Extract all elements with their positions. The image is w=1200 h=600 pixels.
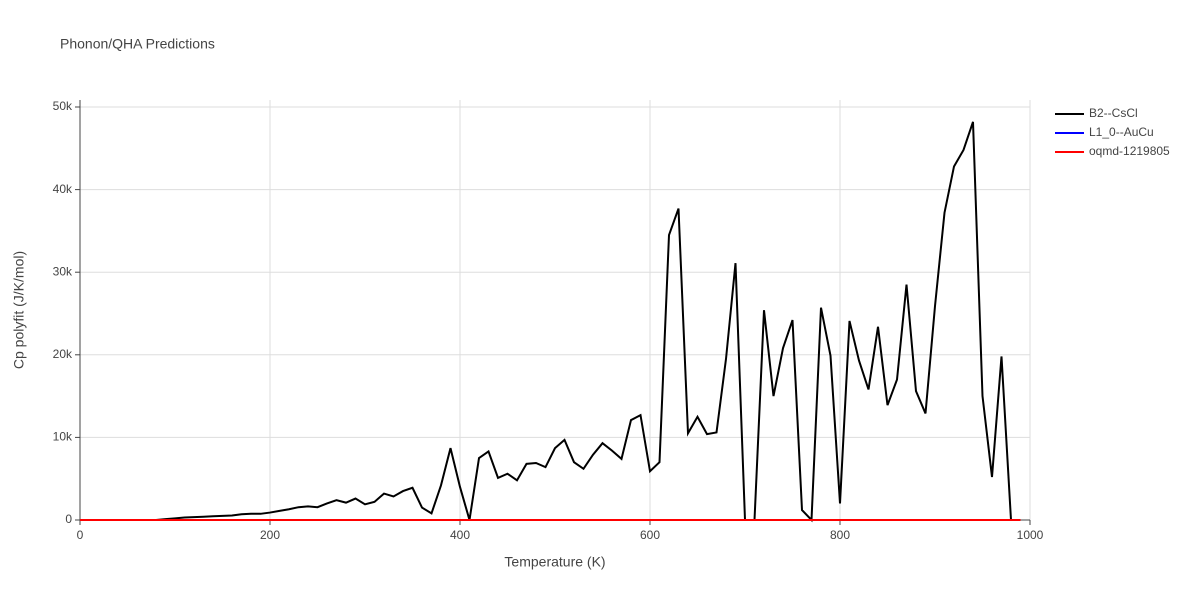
x-tick-label: 200 xyxy=(260,528,280,542)
x-tick-label: 1000 xyxy=(1017,528,1044,542)
y-tick-label: 30k xyxy=(53,264,73,278)
legend-label: L1_0--AuCu xyxy=(1089,125,1154,139)
y-tick-label: 20k xyxy=(53,347,73,361)
legend-label: oqmd-1219805 xyxy=(1089,144,1170,158)
series-line xyxy=(80,121,1021,523)
chart-title: Phonon/QHA Predictions xyxy=(60,36,215,52)
y-tick-label: 50k xyxy=(53,99,73,113)
y-tick-label: 10k xyxy=(53,430,73,444)
y-axis-title: Cp polyfit (J/K/mol) xyxy=(11,251,27,369)
x-tick-label: 600 xyxy=(640,528,660,542)
y-tick-label: 0 xyxy=(65,512,72,526)
x-tick-label: 800 xyxy=(830,528,850,542)
x-tick-label: 400 xyxy=(450,528,470,542)
legend-label: B2--CsCl xyxy=(1089,106,1138,120)
y-tick-label: 40k xyxy=(53,182,73,196)
x-tick-label: 0 xyxy=(77,528,84,542)
x-axis-title: Temperature (K) xyxy=(504,554,605,570)
